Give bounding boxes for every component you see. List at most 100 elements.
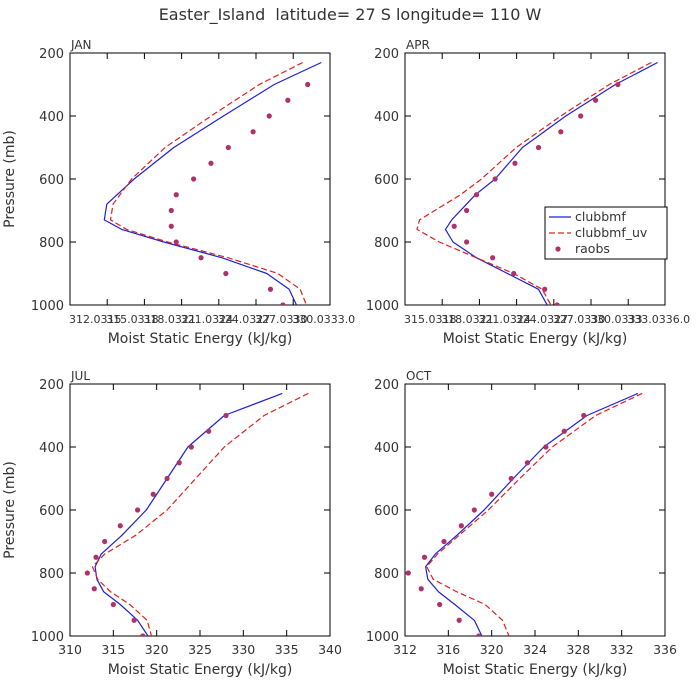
y-tick-label: 600 [39,504,64,519]
y-tick-label: 200 [39,378,64,393]
clubbmf-line [94,392,283,636]
clubbmf_uv-line [91,392,309,636]
plot-frame [404,52,666,306]
raobs-point [206,428,212,434]
x-tick-label: 320 [480,642,504,657]
raobs-point [168,207,174,214]
raobs-point [558,129,564,135]
x-tick-label: 320 [145,642,169,657]
raobs-point [508,475,514,482]
y-axis-label: Pressure (mb) [2,130,18,228]
plot-area [405,392,643,636]
raobs-point [91,586,97,592]
x-tick-label: 324 [523,642,547,657]
plot-area [103,61,322,305]
x-tick-label: 315.0318 [404,313,457,326]
raobs-point [489,491,495,497]
raobs-point [581,412,587,419]
raobs-point [476,633,482,636]
raobs-point [131,617,137,623]
raobs-point [102,538,108,545]
panel-title: JAN [70,38,92,52]
plot-frame [69,383,331,637]
raobs-point [535,144,542,151]
y-tick-label: 400 [39,441,64,456]
raobs-point [615,81,621,88]
raobs-point [490,255,496,261]
raobs-point [250,129,256,135]
raobs-point [471,507,477,513]
raobs-point [198,255,204,261]
raobs-point [117,523,123,529]
x-tick-label: 321.0324 [478,313,531,326]
raobs-point [164,475,170,482]
raobs-point [223,270,229,277]
raobs-point [93,554,99,560]
raobs-point [561,428,567,434]
raobs-point [405,570,411,576]
raobs-point [542,286,548,292]
raobs-point [191,176,197,182]
clubbmf_uv-line [416,61,652,305]
panel-jan: JAN 200 400 600 800 1000 312.0315315.0318318.0… [2,38,355,347]
raobs-point [451,223,457,229]
raobs-point [524,460,531,466]
legend-label-clubbmf_uv: clubbmf_uv [575,225,648,240]
x-tick-label: 330.0333 [590,313,643,326]
clubbmf-line [444,61,658,305]
legend-box [544,206,668,260]
panel-title: JUL [70,369,90,383]
y-tick-label: 400 [374,110,399,125]
panel-apr: APR 200 400 600 800 1000 315.0318318.0321321.0… [366,38,690,347]
y-tick-label: 600 [39,173,64,188]
raobs-point [173,192,179,198]
y-tick-label: 1000 [366,299,399,314]
plot-frame [404,383,666,637]
figure-title: Easter_Island latitude= 27 S longitude= … [159,5,542,25]
x-tick-label: 316 [436,642,460,657]
x-tick-label: 335 [275,642,299,657]
x-tick-label: 332 [610,642,634,657]
x-tick-label: 330.0333.0 [292,313,355,326]
y-tick-label: 200 [39,47,64,62]
y-tick-label: 800 [374,567,399,582]
raobs-point [437,601,443,608]
raobs-point [225,144,231,151]
clubbmf_uv-line [426,392,643,636]
raobs-point [441,538,447,545]
raobs-point [554,302,560,305]
x-tick-label: 324.0327 [516,313,569,326]
raobs-point [512,160,518,166]
x-tick-label: 328 [566,642,590,657]
x-tick-label: 312.0315 [69,313,122,326]
x-tick-label: 321.0324 [181,313,234,326]
y-tick-label: 600 [374,173,399,188]
x-tick-label: 318.0321 [441,313,494,326]
y-axis-label: Pressure (mb) [2,461,18,559]
x-tick-label: 333.0336.0 [627,313,690,326]
raobs-point [223,412,229,419]
clubbmf-line [425,392,639,636]
x-tick-label: 327.0330 [553,313,606,326]
raobs-point [135,507,141,513]
x-tick-label: 340 [318,642,342,657]
y-tick-label: 400 [374,441,399,456]
x-axis-label: Moist Static Energy (kJ/kg) [108,662,293,678]
x-tick-label: 324.0327 [218,313,271,326]
y-tick-label: 600 [374,504,399,519]
x-tick-label: 330 [231,642,255,657]
x-tick-label: 336 [653,642,677,657]
raobs-point [456,617,462,623]
raobs-point [492,176,498,182]
y-tick-label: 800 [39,567,64,582]
raobs-point [578,113,584,119]
raobs-point [418,586,424,592]
plot-area [84,392,309,636]
y-tick-label: 1000 [31,299,64,314]
clubbmf_uv-line [109,61,307,305]
x-axis-label: Moist Static Energy (kJ/kg) [443,662,628,678]
y-tick-label: 200 [374,378,399,393]
